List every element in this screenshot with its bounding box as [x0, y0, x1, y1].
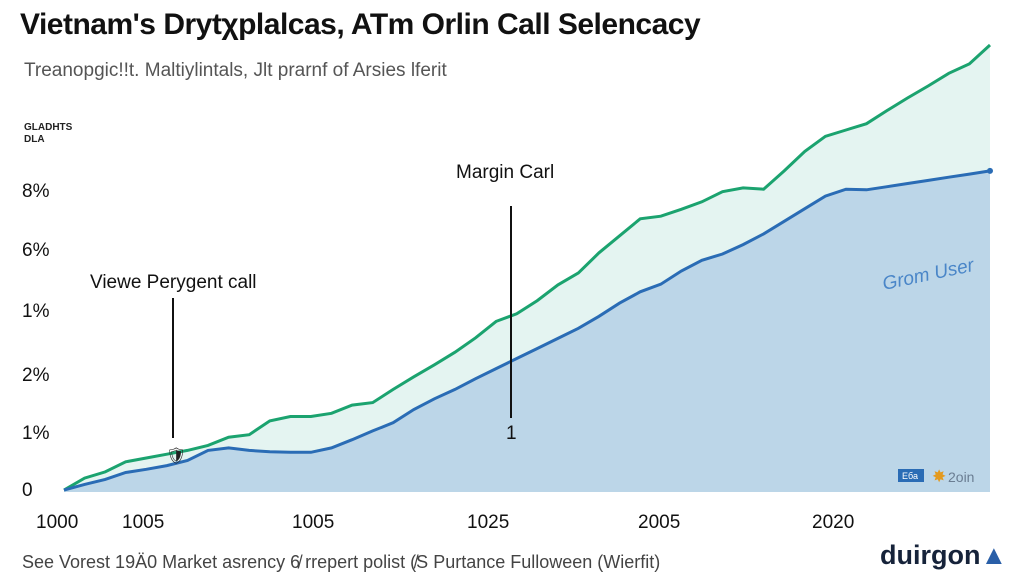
- y-tick-label: 8%: [22, 181, 50, 202]
- x-tick-label: 1025: [467, 512, 509, 533]
- annotation-left: Viewe Perygent call: [90, 272, 257, 293]
- x-tick-label: 1000: [36, 512, 78, 533]
- chart-subtitle: Treanopgic!!t. Maltiylintals, Jlt prarnf…: [24, 60, 447, 81]
- y-tick-label: 1%: [22, 423, 50, 444]
- y-axis-label: GLADHTS: [24, 122, 73, 133]
- x-tick-label: 2005: [638, 512, 680, 533]
- annotation-middle-marker: 1: [506, 423, 517, 444]
- annotation-left-marker: 🛡: [166, 447, 186, 465]
- x-tick-label: 1005: [122, 512, 164, 533]
- blue-series-line: [63, 169, 991, 492]
- logo-icon: ▲: [980, 540, 1008, 570]
- badge-text: Еба: [902, 471, 918, 481]
- green-series-line: [63, 43, 992, 492]
- annotation-middle: Margin Carl: [456, 162, 554, 183]
- badge-label: 2oin: [948, 469, 974, 485]
- y-tick-label: 2%: [22, 365, 50, 386]
- blue-series-area: [64, 170, 990, 492]
- y-tick-label: 1%: [22, 301, 50, 322]
- y-tick-label: 0: [22, 480, 33, 501]
- y-tick-label: 6%: [22, 240, 50, 261]
- x-tick-label: 2020: [812, 512, 854, 533]
- y-axis-label-2: DLA: [24, 134, 45, 145]
- badge-box: [898, 469, 924, 482]
- brand-logo: duirgon▲: [880, 540, 1008, 570]
- badge-star-icon: ✸: [932, 467, 946, 486]
- chart-title: Vietnam's Drytχplalcas, ATm Orlin Call S…: [20, 8, 701, 41]
- x-tick-label: 1005: [292, 512, 334, 533]
- footer-note: See Vorest 19Ä0 Market asrency 6̸ rreper…: [22, 552, 661, 572]
- blue-series-end-marker: [987, 167, 993, 174]
